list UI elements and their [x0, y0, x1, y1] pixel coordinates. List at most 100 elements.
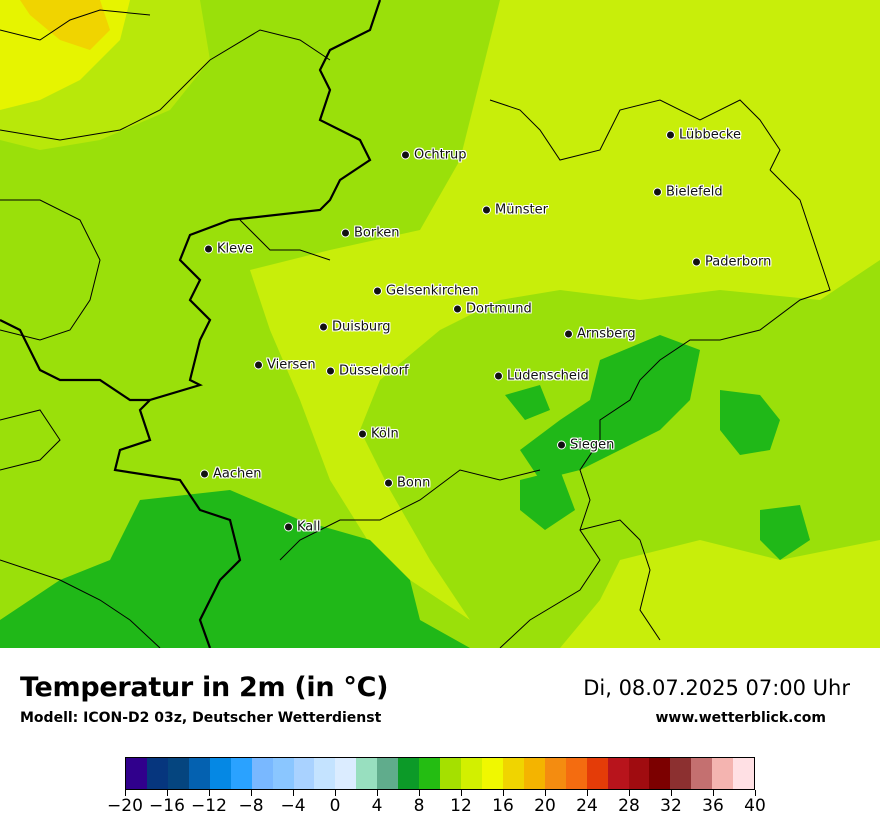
colorbar-tick [670, 790, 672, 796]
colorbar-segment [167, 758, 189, 789]
city-label: Paderborn [705, 254, 772, 270]
city-label: Ochtrup [414, 147, 467, 163]
admin-border-5 [0, 409, 61, 471]
colorbar-ticks: −20 −16 −12 −8 −4 0 4 8 12 16 20 24 28 32 36 40 [107, 790, 766, 820]
colorbar-segment [712, 758, 734, 789]
colorbar-tick [712, 790, 714, 796]
colorbar-segment [314, 758, 336, 789]
colorbar-tick [460, 790, 462, 796]
colorbar-tick [124, 790, 126, 796]
colorbar-tick-label: 28 [618, 796, 640, 816]
colorbar-tick [292, 790, 294, 796]
admin-border-6 [0, 559, 161, 648]
city-label: Aachen [213, 466, 262, 482]
field-dark-southeast [760, 505, 810, 560]
colorbar-segment [691, 758, 713, 789]
national-border-nl-be [0, 319, 150, 402]
colorbar-tick-label: −4 [280, 796, 306, 816]
admin-border-7 [579, 519, 661, 641]
colorbar-segment [398, 758, 420, 789]
field-dark-patch-south [520, 470, 575, 530]
field-light-center [250, 0, 880, 620]
city-label: Köln [371, 426, 399, 442]
field-orange [20, 0, 110, 50]
city-label: Arnsberg [577, 326, 636, 342]
city-label: Bielefeld [666, 184, 723, 200]
city-label: Gelsenkirchen [386, 283, 479, 299]
city-dot [653, 187, 662, 197]
city-marker-duisburg: Duisburg [319, 320, 391, 335]
city-dot [557, 440, 566, 450]
colorbar-segment [126, 758, 147, 789]
city-dot [284, 522, 293, 532]
city-label: Siegen [570, 437, 615, 453]
city-dot [692, 257, 701, 267]
city-label: Bonn [397, 475, 431, 491]
field-light-south [560, 540, 880, 648]
colorbar-tick [166, 790, 168, 796]
city-marker-borken: Borken [341, 226, 400, 241]
city-label: Dortmund [466, 301, 532, 317]
colorbar-tick-label: 40 [744, 796, 766, 816]
temperature-colorbar [125, 757, 755, 790]
colorbar-segment [481, 758, 503, 789]
colorbar-tick-label: 12 [450, 796, 472, 816]
city-marker-kleve: Kleve [204, 242, 253, 257]
colorbar-tick-label: −16 [149, 796, 185, 816]
colorbar-tick-label: −20 [107, 796, 143, 816]
colorbar-segment [230, 758, 252, 789]
field-dark-patch [505, 385, 550, 420]
field-dark-east [720, 390, 780, 455]
admin-border-2 [0, 9, 151, 41]
colorbar-tick [544, 790, 546, 796]
city-dot [666, 130, 675, 140]
colorbar-segment [544, 758, 566, 789]
city-marker-luebbecke: Lübbecke [666, 128, 741, 143]
city-dot [319, 322, 328, 332]
colorbar-tick [208, 790, 210, 796]
city-marker-luedenscheid: Lüdenscheid [494, 369, 589, 384]
colorbar-segment [670, 758, 692, 789]
colorbar-tick-label: 8 [413, 796, 425, 816]
website-link[interactable]: www.wetterblick.com [655, 710, 827, 726]
city-dot [564, 329, 573, 339]
colorbar-segment [293, 758, 315, 789]
colorbar-segment [461, 758, 482, 789]
borders [0, 0, 831, 648]
state-border-east [499, 169, 831, 648]
temperature-map: Lübbecke Ochtrup Bielefeld Münster Borke… [0, 0, 880, 648]
colorbar-segment [565, 758, 587, 789]
colorbar-segment [335, 758, 357, 789]
colorbar-tick-label: 24 [576, 796, 598, 816]
city-label: Lüdenscheid [507, 368, 589, 384]
city-marker-dortmund: Dortmund [453, 302, 532, 317]
colorbar-segment [419, 758, 441, 789]
colorbar-segment [188, 758, 210, 789]
city-dot [453, 304, 462, 314]
city-label: Viersen [267, 357, 316, 373]
national-border [113, 0, 382, 648]
city-marker-koeln: Köln [358, 427, 399, 442]
city-dot [358, 429, 367, 439]
map-footer: Temperatur in 2m (in °C) Modell: ICON-D2… [0, 648, 880, 830]
colorbar-segment [272, 758, 294, 789]
colorbar-segment [649, 758, 671, 789]
city-marker-paderborn: Paderborn [692, 255, 771, 270]
city-marker-gelsenkirchen: Gelsenkirchen [373, 284, 479, 299]
city-label: Borken [354, 225, 400, 241]
city-marker-duesseldorf: Düsseldorf [326, 364, 409, 379]
colorbar-segment [146, 758, 168, 789]
colorbar-tick-label: −8 [238, 796, 264, 816]
colorbar-tick-label: 32 [660, 796, 682, 816]
colorbar-tick [376, 790, 378, 796]
city-label: Kleve [217, 241, 253, 257]
colorbar-segment [628, 758, 650, 789]
colorbar-tick [418, 790, 420, 796]
city-dot [373, 286, 382, 296]
city-marker-muenster: Münster [482, 203, 548, 218]
state-border-ns [489, 99, 781, 171]
city-label: Düsseldorf [339, 363, 409, 379]
city-dot [384, 478, 393, 488]
colorbar-segment [251, 758, 273, 789]
colorbar-tick-label: 36 [702, 796, 724, 816]
